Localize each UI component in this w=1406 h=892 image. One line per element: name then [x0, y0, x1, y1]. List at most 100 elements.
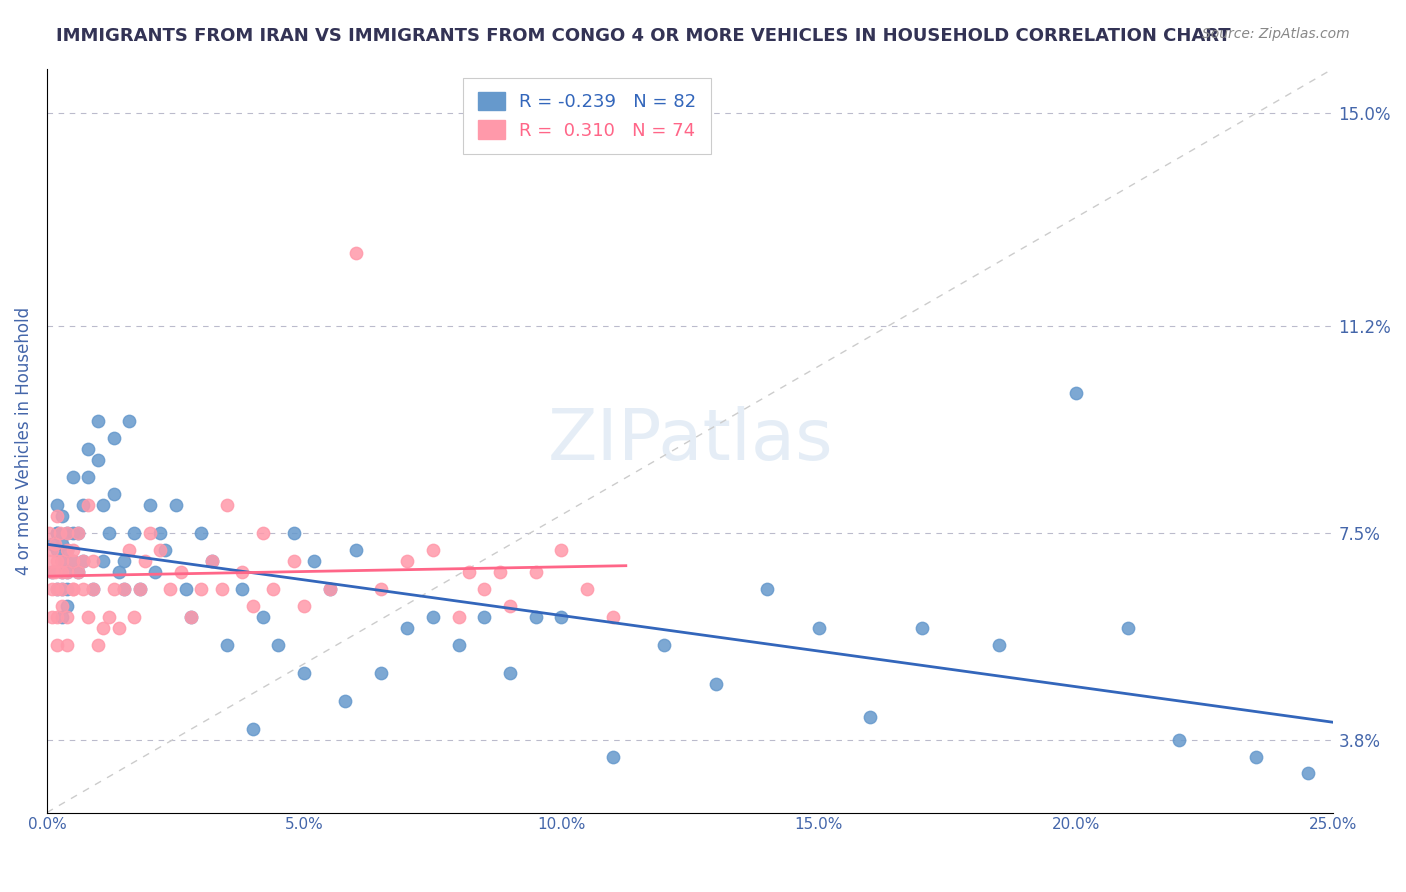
- Point: [488, 565, 510, 579]
- Point: [108, 621, 131, 635]
- Point: [524, 609, 547, 624]
- Point: [46, 525, 69, 540]
- Point: [41, 542, 63, 557]
- Point: [39, 554, 62, 568]
- Point: [231, 565, 253, 579]
- Point: [422, 542, 444, 557]
- Point: [118, 414, 141, 428]
- Point: [56, 609, 79, 624]
- Point: [180, 609, 202, 624]
- Point: [396, 554, 419, 568]
- Point: [190, 525, 212, 540]
- Point: [165, 498, 187, 512]
- Point: [62, 542, 84, 557]
- Point: [576, 582, 599, 596]
- Point: [499, 665, 522, 680]
- Point: [66, 525, 89, 540]
- Point: [77, 442, 100, 456]
- Point: [112, 554, 135, 568]
- Point: [41, 582, 63, 596]
- Point: [46, 498, 69, 512]
- Point: [51, 582, 73, 596]
- Point: [51, 565, 73, 579]
- Point: [1168, 732, 1191, 747]
- Point: [262, 582, 284, 596]
- Point: [283, 525, 305, 540]
- Point: [108, 565, 131, 579]
- Point: [211, 582, 233, 596]
- Point: [190, 582, 212, 596]
- Point: [472, 609, 495, 624]
- Point: [550, 542, 572, 557]
- Point: [447, 638, 470, 652]
- Point: [159, 582, 181, 596]
- Point: [41, 565, 63, 579]
- Point: [66, 525, 89, 540]
- Point: [62, 525, 84, 540]
- Point: [87, 414, 110, 428]
- Point: [82, 554, 104, 568]
- Point: [149, 525, 172, 540]
- Point: [252, 525, 274, 540]
- Point: [56, 542, 79, 557]
- Point: [335, 693, 357, 707]
- Point: [41, 609, 63, 624]
- Point: [252, 609, 274, 624]
- Text: IMMIGRANTS FROM IRAN VS IMMIGRANTS FROM CONGO 4 OR MORE VEHICLES IN HOUSEHOLD CO: IMMIGRANTS FROM IRAN VS IMMIGRANTS FROM …: [56, 27, 1230, 45]
- Point: [139, 498, 162, 512]
- Point: [41, 565, 63, 579]
- Point: [93, 498, 115, 512]
- Point: [283, 554, 305, 568]
- Point: [38, 525, 60, 540]
- Point: [200, 554, 222, 568]
- Point: [46, 638, 69, 652]
- Point: [77, 470, 100, 484]
- Point: [807, 621, 830, 635]
- Point: [1064, 386, 1087, 401]
- Point: [62, 582, 84, 596]
- Point: [319, 582, 342, 596]
- Point: [215, 638, 238, 652]
- Point: [112, 582, 135, 596]
- Point: [56, 599, 79, 613]
- Point: [200, 554, 222, 568]
- Point: [66, 565, 89, 579]
- Point: [103, 582, 125, 596]
- Point: [457, 565, 479, 579]
- Point: [128, 582, 150, 596]
- Point: [344, 246, 367, 260]
- Point: [51, 554, 73, 568]
- Point: [56, 565, 79, 579]
- Point: [82, 582, 104, 596]
- Point: [103, 486, 125, 500]
- Point: [56, 638, 79, 652]
- Point: [51, 565, 73, 579]
- Point: [654, 638, 676, 652]
- Point: [267, 638, 290, 652]
- Point: [72, 554, 94, 568]
- Point: [550, 609, 572, 624]
- Point: [155, 542, 177, 557]
- Point: [56, 542, 79, 557]
- Point: [292, 599, 315, 613]
- Point: [170, 565, 193, 579]
- Point: [1296, 766, 1319, 780]
- Point: [62, 554, 84, 568]
- Point: [987, 638, 1010, 652]
- Point: [66, 565, 89, 579]
- Point: [524, 565, 547, 579]
- Point: [602, 609, 624, 624]
- Point: [51, 609, 73, 624]
- Point: [51, 509, 73, 524]
- Point: [370, 582, 392, 596]
- Point: [112, 582, 135, 596]
- Point: [56, 525, 79, 540]
- Point: [134, 554, 156, 568]
- Point: [93, 554, 115, 568]
- Point: [1244, 749, 1267, 764]
- Point: [292, 665, 315, 680]
- Point: [82, 582, 104, 596]
- Point: [46, 582, 69, 596]
- Legend: R = -0.239   N = 82, R =  0.310   N = 74: R = -0.239 N = 82, R = 0.310 N = 74: [464, 78, 711, 154]
- Point: [180, 609, 202, 624]
